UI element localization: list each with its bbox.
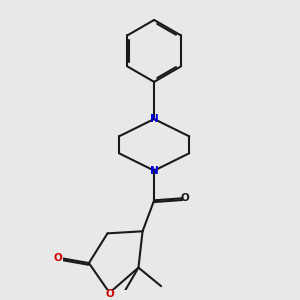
Text: O: O	[105, 290, 114, 299]
Text: N: N	[150, 114, 158, 124]
Text: O: O	[54, 253, 63, 263]
Text: N: N	[150, 166, 158, 176]
Text: O: O	[181, 193, 190, 203]
